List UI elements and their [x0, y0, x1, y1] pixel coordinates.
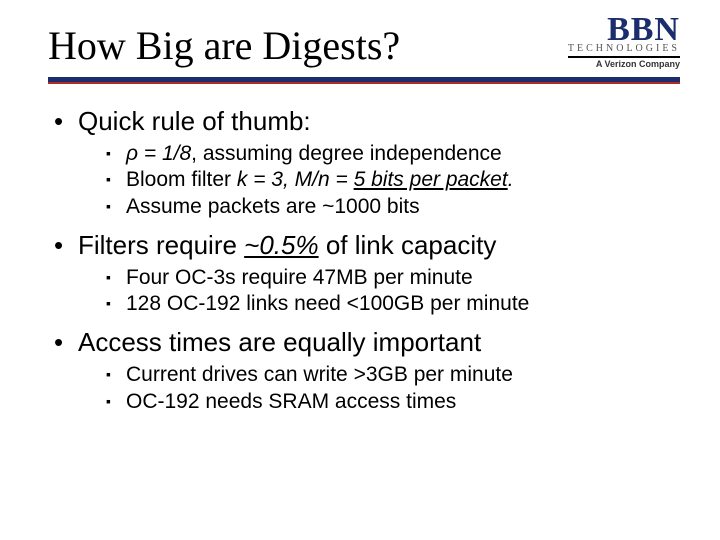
bullet-2-u: ~0.5% — [244, 230, 318, 260]
slide-title: How Big are Digests? — [48, 22, 400, 69]
sub-1-3: Assume packets are ~1000 bits — [106, 194, 680, 220]
logo-divider — [568, 56, 680, 58]
bullet-1-text: Quick rule of thumb: — [78, 106, 311, 136]
bullet-1-sublist: ρ = 1/8, assuming degree independence Bl… — [106, 141, 680, 220]
slide: How Big are Digests? BBN TECHNOLOGIES A … — [0, 0, 720, 540]
sub-1-1: ρ = 1/8, assuming degree independence — [106, 141, 680, 167]
sub-2-1-text: Four OC-3s require 47MB per minute — [126, 266, 473, 289]
logo-tech: TECHNOLOGIES — [568, 43, 680, 54]
sub-1-2-post: . — [508, 168, 514, 191]
sub-3-2-text: OC-192 needs SRAM access times — [126, 390, 456, 413]
bullet-2-post: of link capacity — [319, 230, 497, 260]
bullet-2-pre: Filters require — [78, 230, 244, 260]
title-divider — [48, 77, 680, 84]
bullet-3-text: Access times are equally important — [78, 327, 481, 357]
sub-1-2: Bloom filter k = 3, M/n = 5 bits per pac… — [106, 167, 680, 193]
bullet-3: Access times are equally important — [58, 327, 680, 358]
divider-red — [48, 82, 680, 84]
sub-1-2-pre: Bloom filter — [126, 168, 237, 191]
sub-1-1-pre: ρ = 1/8 — [126, 142, 191, 165]
content: Quick rule of thumb: ρ = 1/8, assuming d… — [48, 106, 680, 415]
logo-main: BBN — [568, 16, 680, 45]
sub-1-1-post: , assuming degree independence — [191, 142, 502, 165]
sub-2-2-text: 128 OC-192 links need <100GB per minute — [126, 292, 529, 315]
bullet-2: Filters require ~0.5% of link capacity — [58, 230, 680, 261]
sub-2-2: 128 OC-192 links need <100GB per minute — [106, 291, 680, 317]
sub-3-1: Current drives can write >3GB per minute — [106, 362, 680, 388]
sub-3-1-text: Current drives can write >3GB per minute — [126, 363, 513, 386]
sub-1-3-text: Assume packets are ~1000 bits — [126, 195, 420, 218]
header: How Big are Digests? BBN TECHNOLOGIES A … — [48, 18, 680, 69]
logo: BBN TECHNOLOGIES A Verizon Company — [568, 16, 680, 69]
logo-sub: A Verizon Company — [568, 59, 680, 69]
sub-2-1: Four OC-3s require 47MB per minute — [106, 265, 680, 291]
bullet-2-sublist: Four OC-3s require 47MB per minute 128 O… — [106, 265, 680, 318]
bullet-1: Quick rule of thumb: — [58, 106, 680, 137]
sub-1-2-u: 5 bits per packet — [354, 168, 508, 191]
bullet-3-sublist: Current drives can write >3GB per minute… — [106, 362, 680, 415]
sub-3-2: OC-192 needs SRAM access times — [106, 389, 680, 415]
sub-1-2-mid: k = 3, M/n = — [237, 168, 354, 191]
